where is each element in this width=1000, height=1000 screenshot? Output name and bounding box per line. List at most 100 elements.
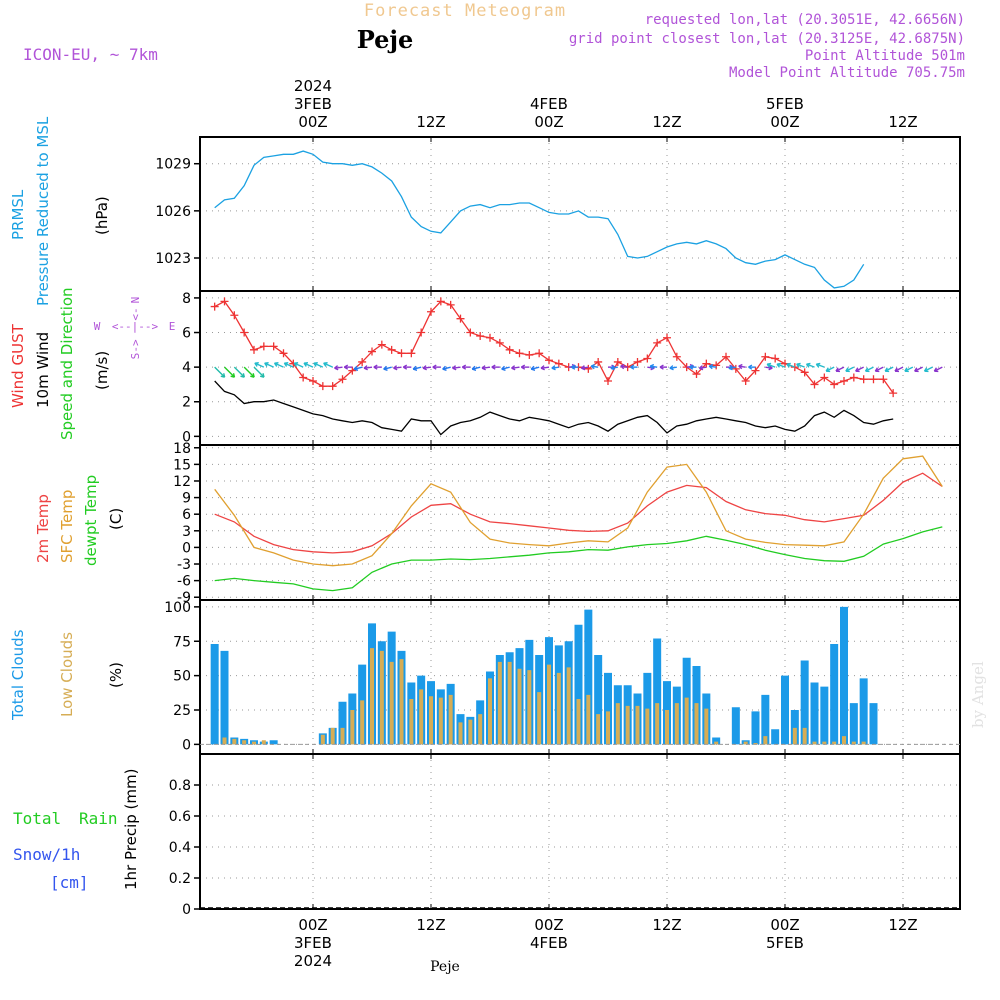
wind-direction-arrow (243, 366, 255, 378)
y-tick-label: 50 (173, 669, 191, 685)
low-clouds-bar (527, 670, 532, 745)
wind-arrow-head (491, 364, 496, 370)
wind-arrow-head (923, 367, 929, 373)
total-clouds-bar (574, 624, 583, 745)
wind-direction-arrow (293, 362, 304, 368)
wind-direction-arrow (894, 366, 904, 372)
gust-marker (230, 311, 239, 320)
low-clouds-bar (655, 703, 660, 745)
low-clouds-bar (792, 727, 797, 745)
gust-marker (830, 380, 839, 389)
low-clouds-bar (753, 743, 758, 745)
compass-legend: N <- -> S W <--|--> E (94, 297, 176, 360)
gust-marker (259, 342, 268, 351)
wind-arrow-head (768, 365, 773, 371)
top-axis-label: 2024 (294, 77, 332, 95)
low-clouds-bar (763, 736, 768, 745)
wind-arrow-head (884, 367, 890, 373)
low-clouds-bar (429, 696, 433, 745)
compass-arrow-down: -> (129, 339, 142, 353)
low-clouds-bar (360, 700, 365, 745)
wind-arrow-head (766, 362, 772, 368)
top-axis-label: 00Z (298, 113, 327, 131)
compass-arrow-up: <- (129, 307, 142, 320)
top-axis-label: 3FEB (294, 95, 332, 113)
bottom-axis-label: 00Z (534, 916, 563, 934)
compass-s: S (129, 353, 142, 360)
bottom-axis-label: 4FEB (530, 934, 568, 952)
wind-direction-arrow (264, 362, 274, 368)
wind-arrow-head (220, 373, 226, 378)
wind-arrow-head (402, 364, 408, 370)
panel-4: 0 25 50 75 100 (164, 599, 961, 755)
panel-2: 0 2 4 6 8 (182, 291, 961, 446)
wind-direction-arrow (816, 363, 825, 368)
wind-direction-arrow (924, 366, 933, 372)
y-tick-label: 4 (182, 360, 191, 376)
wind-direction-arrow (323, 362, 333, 368)
gust-marker (613, 357, 622, 366)
total-clouds-bar (653, 638, 662, 745)
wind-direction-arrow (875, 366, 884, 372)
low-clouds-bar (458, 722, 463, 745)
y-tick-label: 0 (182, 540, 191, 556)
snow-unit-label: [cm] (50, 873, 89, 892)
gust-marker (269, 342, 278, 351)
low-clouds-bar (822, 741, 827, 745)
wind-arrow-head (825, 367, 831, 373)
wind-direction-arrow (786, 363, 796, 368)
wind-arrow-head (363, 365, 368, 371)
gust-marker (879, 375, 888, 384)
wind-arrow-head (264, 361, 269, 367)
pressure-reduced-label: Pressure Reduced to MSL (34, 116, 52, 306)
wind-arrow-head (776, 362, 782, 368)
low-clouds-bar (606, 711, 610, 745)
top-axis-label: 00Z (770, 113, 799, 131)
low-clouds-bar (409, 699, 414, 745)
gust-marker (771, 354, 780, 363)
low-clouds-bar (704, 708, 709, 745)
low-clouds-bar (497, 661, 502, 745)
wind-arrow-head (530, 365, 536, 371)
dewpt-label: dewpt Temp (82, 475, 100, 566)
bottom-axis-label: 00Z (770, 916, 799, 934)
wind-direction-arrow (884, 366, 894, 372)
wind-arrow-head (540, 365, 545, 371)
wind-arrow-head (728, 365, 733, 371)
low-clouds-bar (320, 734, 325, 745)
wind-direction-arrow (766, 363, 776, 368)
gust-marker (731, 364, 740, 373)
total-clouds-bar (751, 711, 760, 745)
y-tick-label: 18 (173, 441, 191, 457)
bottom-axis-label: 12Z (652, 916, 681, 934)
total-clouds-bar (761, 694, 770, 745)
total-clouds-bar (859, 678, 868, 745)
gust-marker (358, 357, 367, 366)
wind-speed-dir-label: Speed and Direction (58, 287, 76, 440)
low-clouds-bar (596, 714, 601, 745)
total-clouds-bar (584, 609, 593, 745)
wind-speed-line (214, 380, 894, 436)
y-tick-label: 0 (182, 737, 191, 753)
wind-arrow-head (689, 364, 694, 370)
y-tick-label: -6 (177, 574, 191, 590)
gust-marker (889, 389, 898, 398)
wind-direction-arrow (233, 366, 245, 378)
gust-marker (397, 349, 406, 358)
prmsl-label: PRMSL (9, 189, 27, 240)
location-title: Peje (357, 25, 414, 54)
top-axis-label: 4FEB (530, 95, 568, 113)
y-tick-label: 6 (182, 326, 191, 342)
gust-marker (859, 375, 868, 384)
gust-marker (476, 331, 485, 340)
y-tick-label: 3 (182, 524, 191, 540)
panel-frame (199, 753, 961, 910)
panel-1: 1023 1026 1029 (155, 136, 961, 292)
low-clouds-bar (448, 694, 453, 745)
total-clouds-bar (781, 675, 789, 745)
gust-marker (495, 338, 504, 347)
wind-10m-label: 10m Wind (34, 332, 52, 408)
low-clouds-bar (419, 689, 424, 745)
wind-arrow-head (855, 367, 860, 373)
